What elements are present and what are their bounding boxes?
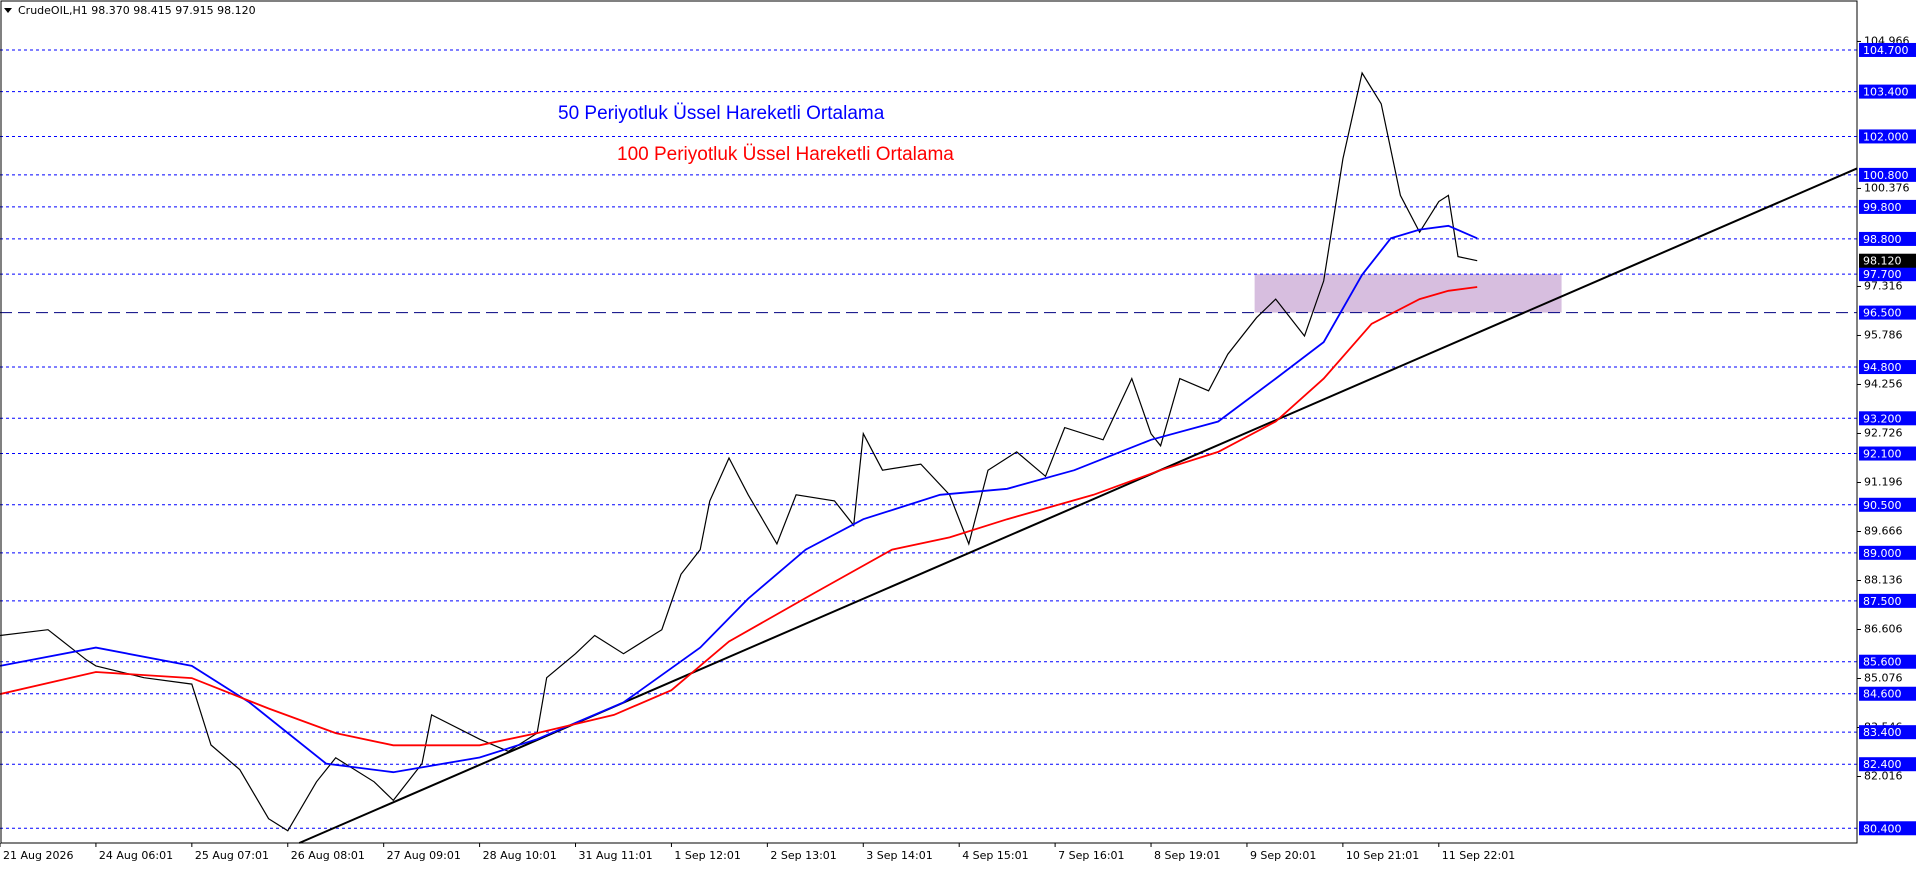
level-box xyxy=(1859,446,1916,461)
chart-title: CrudeOIL,H1 98.370 98.415 97.915 98.120 xyxy=(18,4,256,17)
x-tick-label: 27 Aug 09:01 xyxy=(387,849,461,862)
level-label: 89.000 xyxy=(1863,547,1902,560)
annotation: 100 Periyotluk Üssel Hareketli Ortalama xyxy=(617,144,954,165)
y-tick-label: 100.376 xyxy=(1864,181,1910,194)
level-box xyxy=(1859,199,1916,214)
x-tick-label: 28 Aug 10:01 xyxy=(483,849,557,862)
level-label: 100.800 xyxy=(1863,169,1909,182)
x-tick-label: 26 Aug 08:01 xyxy=(291,849,365,862)
x-tick-label: 8 Sep 19:01 xyxy=(1154,849,1220,862)
menu-arrow xyxy=(4,8,12,13)
level-label: 94.800 xyxy=(1863,361,1902,374)
level-box xyxy=(1859,497,1916,512)
level-label: 99.800 xyxy=(1863,201,1902,214)
price-line xyxy=(0,71,1478,832)
level-box xyxy=(1859,167,1916,182)
level-box xyxy=(1859,84,1916,99)
x-tick-label: 4 Sep 15:01 xyxy=(962,849,1028,862)
level-label: 97.700 xyxy=(1863,268,1902,281)
level-box xyxy=(1859,725,1916,740)
level-box xyxy=(1859,42,1916,57)
x-tick-label: 2 Sep 13:01 xyxy=(770,849,836,862)
y-tick-label: 86.606 xyxy=(1864,622,1903,635)
level-label: 84.600 xyxy=(1863,688,1902,701)
level-label: 82.400 xyxy=(1863,758,1902,771)
level-box xyxy=(1859,545,1916,560)
level-label: 90.500 xyxy=(1863,499,1902,512)
level-box xyxy=(1859,129,1916,144)
plot-frame xyxy=(0,0,1858,844)
level-label: 93.200 xyxy=(1863,412,1902,425)
x-tick-label: 24 Aug 06:01 xyxy=(99,849,173,862)
x-tick-label: 31 Aug 11:01 xyxy=(579,849,653,862)
y-tick-label: 89.666 xyxy=(1864,524,1903,537)
y-tick-label: 92.726 xyxy=(1864,426,1903,439)
level-box xyxy=(1859,305,1916,320)
y-tick-label: 94.256 xyxy=(1864,377,1903,390)
level-box xyxy=(1859,757,1916,772)
level-label: 98.800 xyxy=(1863,233,1902,246)
x-tick-label: 25 Aug 07:01 xyxy=(195,849,269,862)
level-box xyxy=(1859,821,1916,836)
level-label: 102.000 xyxy=(1863,130,1909,143)
current-price-label: 98.120 xyxy=(1863,255,1902,268)
level-box xyxy=(1859,267,1916,282)
ema-line xyxy=(0,224,1478,774)
ema-line xyxy=(0,286,1478,747)
y-tick-label: 95.786 xyxy=(1864,328,1903,341)
x-tick-label: 3 Sep 14:01 xyxy=(866,849,932,862)
x-tick-label: 10 Sep 21:01 xyxy=(1346,849,1419,862)
x-tick-label: 9 Sep 20:01 xyxy=(1250,849,1316,862)
level-label: 83.400 xyxy=(1863,726,1902,739)
x-tick-label: 1 Sep 12:01 xyxy=(674,849,740,862)
y-tick-label: 82.016 xyxy=(1864,770,1903,783)
level-label: 85.600 xyxy=(1863,656,1902,669)
level-label: 104.700 xyxy=(1863,44,1909,57)
level-box xyxy=(1859,654,1916,669)
current-price-box xyxy=(1859,253,1916,268)
level-box xyxy=(1859,593,1916,608)
level-box xyxy=(1859,231,1916,246)
annotation: 50 Periyotluk Üssel Hareketli Ortalama xyxy=(558,103,885,124)
zone xyxy=(1254,274,1562,313)
x-tick-label: 7 Sep 16:01 xyxy=(1058,849,1124,862)
y-tick-label: 97.316 xyxy=(1864,279,1903,292)
y-tick-label: 88.136 xyxy=(1864,573,1903,586)
level-box xyxy=(1859,360,1916,375)
level-box xyxy=(1859,411,1916,426)
level-label: 96.500 xyxy=(1863,307,1902,320)
level-label: 80.400 xyxy=(1863,822,1902,835)
level-label: 92.100 xyxy=(1863,448,1902,461)
x-tick-label: 11 Sep 22:01 xyxy=(1442,849,1515,862)
x-tick-label: 21 Aug 2026 xyxy=(3,849,73,862)
y-tick-label: 85.076 xyxy=(1864,671,1903,684)
level-label: 103.400 xyxy=(1863,86,1909,99)
level-box xyxy=(1859,686,1916,701)
y-tick-label: 91.196 xyxy=(1864,475,1903,488)
level-label: 87.500 xyxy=(1863,595,1902,608)
